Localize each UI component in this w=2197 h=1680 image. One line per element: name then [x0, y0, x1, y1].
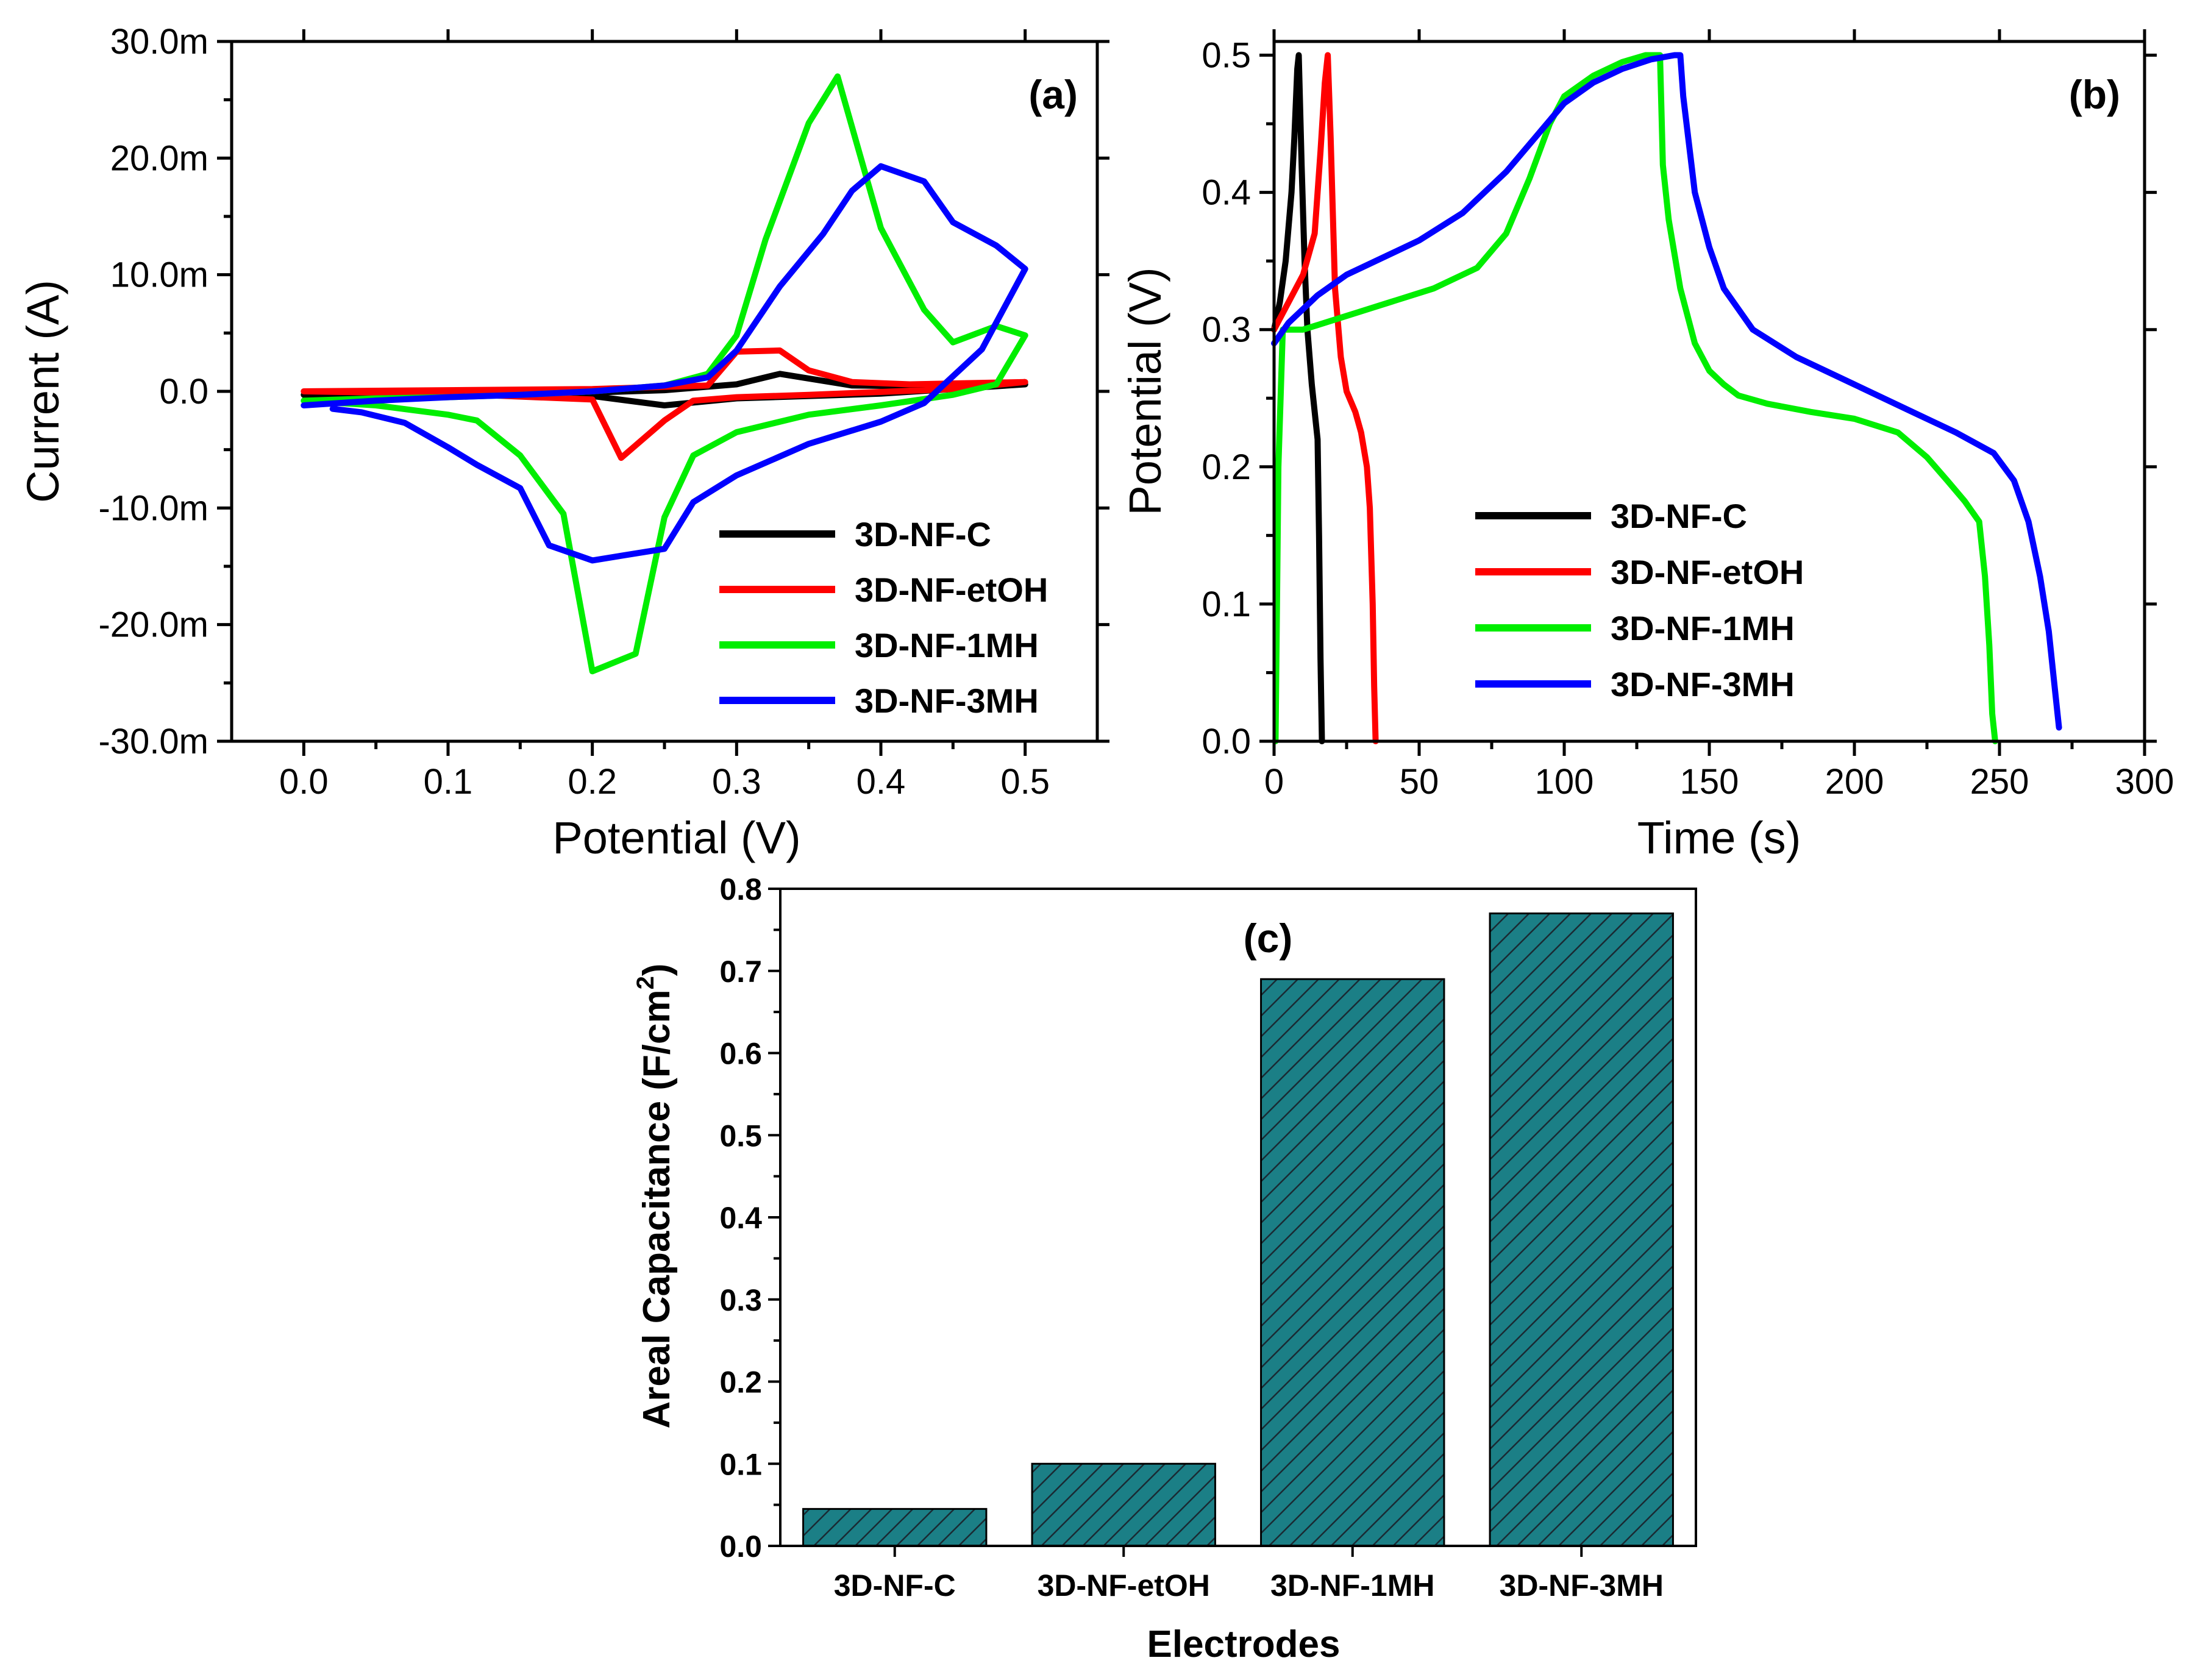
chart-c-plot	[802, 912, 1674, 1547]
chart-b-xtick-label: 100	[1535, 762, 1594, 802]
chart-c-ylabel: Areal Capacitance (F/cm2)	[632, 963, 678, 1428]
chart-b-series-3d-nf-c	[1271, 52, 1325, 744]
chart-c-ticks: 3D-NF-C 3D-NF-etOH 3D-NF-1MH 3D-NF-3MH 0.0 0.…	[719, 872, 1663, 1603]
chart-c-ylabel-end: )	[636, 963, 678, 976]
chart-b-legend-label-3d-nf-1mh: 3D-NF-1MH	[1611, 609, 1795, 647]
chart-a-ylabel: Current (A)	[18, 280, 68, 503]
chart-b-xtick-label: 250	[1970, 762, 2029, 802]
chart-b-ylabel: Potential (V)	[1120, 267, 1170, 515]
chart-b-xtick-label: 200	[1825, 762, 1884, 802]
chart-a-xlabel: Potential (V)	[552, 813, 800, 863]
chart-c: 3D-NF-C 3D-NF-etOH 3D-NF-1MH 3D-NF-3MH 0.0 0.…	[632, 872, 1697, 1665]
chart-c-ytick-label: 0.6	[719, 1037, 762, 1071]
chart-a-ytick-label: -20.0m	[98, 605, 208, 645]
chart-b-xtick-label: 0	[1264, 762, 1284, 802]
chart-a-legend: 3D-NF-C 3D-NF-etOH 3D-NF-1MH 3D-NF-3MH	[719, 515, 1048, 720]
chart-a-xtick-label: 0.0	[279, 762, 329, 802]
chart-b-panel-label: (b)	[2069, 72, 2120, 117]
chart-a-ytick-label: 10.0m	[110, 255, 208, 295]
chart-c-xtick-label-3d-nf-etoh: 3D-NF-etOH	[1038, 1568, 1210, 1603]
chart-a-legend-label-3d-nf-c: 3D-NF-C	[855, 515, 991, 553]
chart-c-ytick-label: 0.1	[719, 1447, 762, 1481]
chart-a-ytick-label: 30.0m	[110, 22, 208, 62]
chart-c-ytick-label: 0.7	[719, 955, 762, 989]
chart-c-ytick-label: 0.5	[719, 1119, 762, 1153]
chart-a-ytick-label: 20.0m	[110, 138, 208, 178]
chart-a-series-3d-nf-etoh	[301, 347, 1028, 461]
chart-b-xlabel: Time (s)	[1637, 813, 1801, 863]
chart-c-ytick-label: 0.8	[719, 872, 762, 906]
chart-b-legend-label-3d-nf-3mh: 3D-NF-3MH	[1611, 665, 1795, 703]
chart-c-ytick-label: 0.3	[719, 1283, 762, 1317]
chart-a-ytick-label: 0.0	[159, 372, 208, 411]
chart-a-legend-label-3d-nf-3mh: 3D-NF-3MH	[855, 682, 1039, 720]
chart-a-ytick-label: -30.0m	[98, 722, 208, 761]
chart-b-ytick-label: 0.4	[1202, 173, 1251, 213]
chart-a-ytick-label: -10.0m	[98, 488, 208, 528]
chart-b-xtick-label: 300	[2115, 762, 2174, 802]
chart-a-xtick-label: 0.3	[712, 762, 761, 802]
chart-b-ytick-label: 0.3	[1202, 310, 1251, 350]
chart-b-plot	[1271, 52, 2062, 744]
chart-a-series-3d-nf-3mh	[301, 163, 1028, 564]
chart-b-ytick-label: 0.0	[1202, 722, 1251, 761]
chart-a-xtick-label: 0.2	[568, 762, 617, 802]
chart-b-series-3d-nf-1mh	[1272, 52, 1998, 744]
chart-a-legend-label-3d-nf-etoh: 3D-NF-etOH	[855, 571, 1048, 609]
chart-c-ylabel-main: Areal Capacitance (F/cm	[636, 989, 678, 1428]
chart-c-ytick-label: 0.2	[719, 1365, 762, 1400]
chart-b-legend-label-3d-nf-etoh: 3D-NF-etOH	[1611, 553, 1804, 591]
chart-a-xtick-label: 0.4	[856, 762, 906, 802]
chart-b-series-3d-nf-etoh	[1271, 52, 1379, 744]
chart-c-bar-3d-nf-c	[802, 1507, 988, 1547]
chart-c-bar-3d-nf-1mh	[1260, 978, 1445, 1547]
chart-c-ytick-label: 0.4	[719, 1201, 762, 1235]
chart-c-panel-label: (c)	[1244, 916, 1293, 961]
chart-a: 0.0 0.1 0.2 0.3 0.4 0.5 -30.0m -20.0m -10.0m 0.0 1…	[18, 22, 1109, 863]
chart-b-xtick-label: 50	[1400, 762, 1439, 802]
chart-c-ytick-label: 0.0	[719, 1529, 762, 1564]
chart-b-ticks: 0 50 100 150 200 250 300 0.0 0.1 0.2 0.3 0.4 0.5	[1202, 29, 2174, 802]
chart-b-legend: 3D-NF-C 3D-NF-etOH 3D-NF-1MH 3D-NF-3MH	[1475, 497, 1804, 703]
chart-c-xtick-label-3d-nf-3mh: 3D-NF-3MH	[1500, 1568, 1664, 1603]
chart-c-bar-3d-nf-etoh	[1031, 1462, 1216, 1547]
chart-b-ytick-label: 0.5	[1202, 36, 1251, 76]
chart-b-ytick-label: 0.2	[1202, 447, 1251, 487]
chart-a-panel-label: (a)	[1028, 72, 1078, 117]
chart-a-ticks: 0.0 0.1 0.2 0.3 0.4 0.5 -30.0m -20.0m -10.0m 0.0 1…	[98, 22, 1109, 802]
chart-a-plot	[301, 73, 1028, 675]
chart-a-xtick-label: 0.1	[424, 762, 473, 802]
chart-c-xtick-label-3d-nf-1mh: 3D-NF-1MH	[1270, 1568, 1434, 1603]
chart-c-bar-3d-nf-3mh	[1489, 912, 1674, 1547]
chart-b-xtick-label: 150	[1680, 762, 1739, 802]
chart-b: 0 50 100 150 200 250 300 0.0 0.1 0.2 0.3 0.4 0.5 (b)…	[1120, 29, 2174, 863]
chart-c-xlabel: Electrodes	[1147, 1623, 1340, 1665]
chart-b-legend-label-3d-nf-c: 3D-NF-C	[1611, 497, 1747, 535]
chart-a-xtick-label: 0.5	[1000, 762, 1050, 802]
chart-c-ylabel-superscript: 2	[632, 976, 659, 989]
chart-b-series-3d-nf-3mh	[1271, 52, 2062, 731]
chart-a-legend-label-3d-nf-1mh: 3D-NF-1MH	[855, 626, 1039, 664]
chart-b-ytick-label: 0.1	[1202, 585, 1251, 624]
chart-c-xtick-label-3d-nf-c: 3D-NF-C	[834, 1568, 956, 1603]
